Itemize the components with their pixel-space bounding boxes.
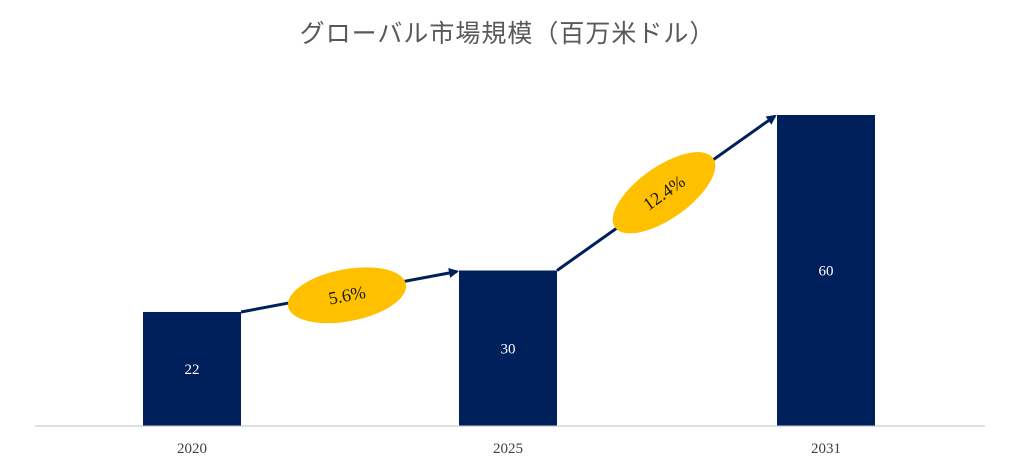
data-label-2025: 30 — [501, 341, 516, 357]
chart-title: グローバル市場規模（百万米ドル） — [299, 19, 716, 48]
data-label-2020: 22 — [185, 362, 200, 378]
x-tick-label-2031: 2031 — [811, 441, 841, 457]
growth-annotation-2020-2025: 5.6% — [287, 267, 407, 324]
bar-2020 — [143, 311, 241, 426]
growth-annotations-layer: 5.6% 12.4% — [287, 152, 716, 324]
labels-layer: 22 2020 30 2025 60 2031 — [177, 264, 841, 458]
bars-layer — [143, 115, 875, 426]
data-label-2031: 60 — [819, 264, 834, 280]
x-tick-label-2025: 2025 — [493, 441, 523, 457]
x-tick-label-2020: 2020 — [177, 441, 207, 457]
bar-2025 — [459, 270, 557, 426]
growth-bubble — [612, 152, 716, 234]
growth-bubble — [287, 267, 407, 324]
growth-annotation-2025-2031: 12.4% — [612, 152, 716, 234]
bar-2031 — [777, 115, 875, 426]
